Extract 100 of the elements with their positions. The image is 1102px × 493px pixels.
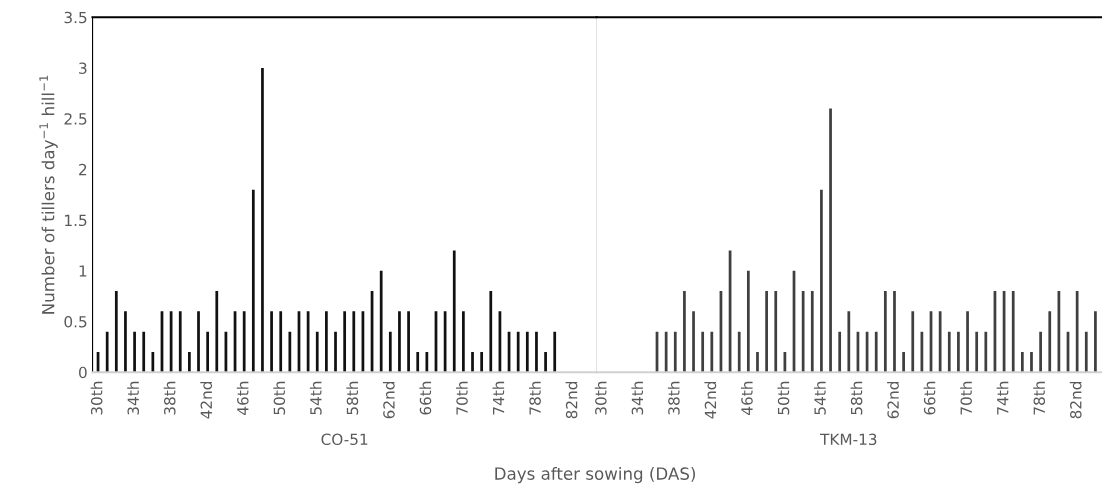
bar bbox=[452, 250, 456, 373]
bar bbox=[343, 311, 347, 373]
bar bbox=[471, 351, 474, 373]
x-tick-label: 34th bbox=[127, 381, 140, 415]
bar bbox=[270, 311, 273, 373]
x-tick-label: 46th bbox=[740, 381, 753, 415]
bar bbox=[765, 291, 768, 373]
bar bbox=[1084, 331, 1088, 373]
bar bbox=[480, 351, 484, 373]
x-tick-label: 70th bbox=[455, 381, 468, 415]
x-tick-label: 66th bbox=[419, 381, 432, 415]
bar bbox=[911, 311, 915, 373]
bar bbox=[206, 331, 210, 373]
x-tick-label: 50th bbox=[777, 381, 790, 415]
bar bbox=[820, 189, 823, 373]
y-tick-label: 1.5 bbox=[65, 214, 87, 227]
bar bbox=[462, 311, 465, 373]
bar bbox=[334, 331, 337, 373]
bar bbox=[1048, 311, 1052, 373]
bar bbox=[984, 331, 988, 373]
bar bbox=[388, 331, 392, 373]
bar bbox=[279, 311, 283, 373]
x-tick-label: 34th bbox=[631, 381, 644, 415]
bar bbox=[288, 331, 292, 373]
bar bbox=[251, 189, 255, 373]
bar bbox=[774, 291, 778, 373]
bar bbox=[105, 331, 109, 373]
x-axis-title: TKM-13 bbox=[820, 433, 877, 446]
x-tick-label: 42nd bbox=[704, 381, 717, 419]
bar bbox=[261, 67, 264, 373]
x-tick-label: 82nd bbox=[565, 381, 578, 419]
bar bbox=[883, 291, 887, 373]
bar bbox=[737, 331, 741, 373]
bar bbox=[710, 331, 714, 373]
y-tick-label: 0.5 bbox=[64, 315, 87, 328]
bar bbox=[535, 331, 538, 373]
bar bbox=[673, 331, 677, 373]
bar bbox=[874, 331, 878, 373]
bar bbox=[938, 311, 942, 373]
bar bbox=[425, 351, 429, 373]
x-tick-label: 70th bbox=[960, 381, 972, 415]
bar bbox=[1075, 291, 1079, 373]
bar bbox=[801, 291, 805, 373]
bar bbox=[379, 270, 383, 373]
bar bbox=[352, 311, 356, 373]
bar bbox=[416, 351, 420, 373]
bar bbox=[325, 311, 328, 373]
bar bbox=[124, 311, 127, 373]
bar bbox=[746, 270, 750, 373]
bar bbox=[133, 331, 136, 373]
bar bbox=[829, 108, 832, 373]
bar bbox=[142, 331, 146, 373]
x-tick-label: 30th bbox=[594, 381, 607, 415]
x-axis-title: CO-51 bbox=[321, 433, 368, 446]
bar bbox=[1020, 351, 1024, 373]
y-tick-label: 1 bbox=[79, 265, 87, 277]
y-tick-label: 0 bbox=[78, 366, 87, 379]
x-tick-label: 58th bbox=[850, 381, 863, 415]
y-tick-label: 3 bbox=[79, 62, 87, 74]
x-tick-label: 38th bbox=[667, 381, 680, 415]
bar bbox=[1011, 291, 1015, 373]
bar bbox=[947, 331, 951, 373]
x-tick-label: 58th bbox=[346, 381, 359, 415]
bar bbox=[847, 311, 851, 373]
x-tick-label: 50th bbox=[273, 381, 286, 415]
bar bbox=[893, 291, 896, 373]
bar bbox=[197, 311, 200, 373]
bar bbox=[553, 331, 557, 373]
bar bbox=[516, 331, 520, 373]
x-tick-label: 30th bbox=[90, 381, 103, 415]
x-tick-label: 62nd bbox=[382, 381, 395, 419]
bar bbox=[975, 331, 979, 373]
bar bbox=[957, 331, 960, 373]
bar bbox=[692, 311, 695, 373]
bar bbox=[1039, 331, 1042, 373]
bar bbox=[398, 311, 401, 373]
bar bbox=[525, 331, 529, 373]
bar bbox=[1094, 311, 1097, 373]
bar bbox=[407, 311, 410, 373]
bar bbox=[188, 351, 191, 373]
x-tick-label: 74th bbox=[996, 381, 1009, 415]
bar bbox=[315, 331, 319, 373]
bar bbox=[838, 331, 842, 373]
bar bbox=[683, 291, 686, 373]
x-tick-label: 66th bbox=[923, 381, 936, 415]
bar bbox=[178, 311, 182, 373]
bar bbox=[151, 351, 155, 373]
y-tick-label: 2 bbox=[79, 163, 87, 176]
y-tick-label: 3.5 bbox=[64, 11, 87, 24]
bar bbox=[114, 291, 118, 373]
x-tick-label: 78th bbox=[1033, 381, 1046, 415]
x-tick-label: 42nd bbox=[200, 381, 213, 419]
x-tick-label: 62nd bbox=[887, 381, 899, 419]
bar bbox=[489, 291, 493, 373]
bar bbox=[701, 331, 705, 373]
bar bbox=[902, 351, 905, 373]
bar bbox=[242, 311, 246, 373]
x-tick-label: 38th bbox=[163, 381, 176, 415]
x-tick-label: 54th bbox=[814, 381, 826, 415]
x-tick-label: 46th bbox=[236, 381, 249, 415]
